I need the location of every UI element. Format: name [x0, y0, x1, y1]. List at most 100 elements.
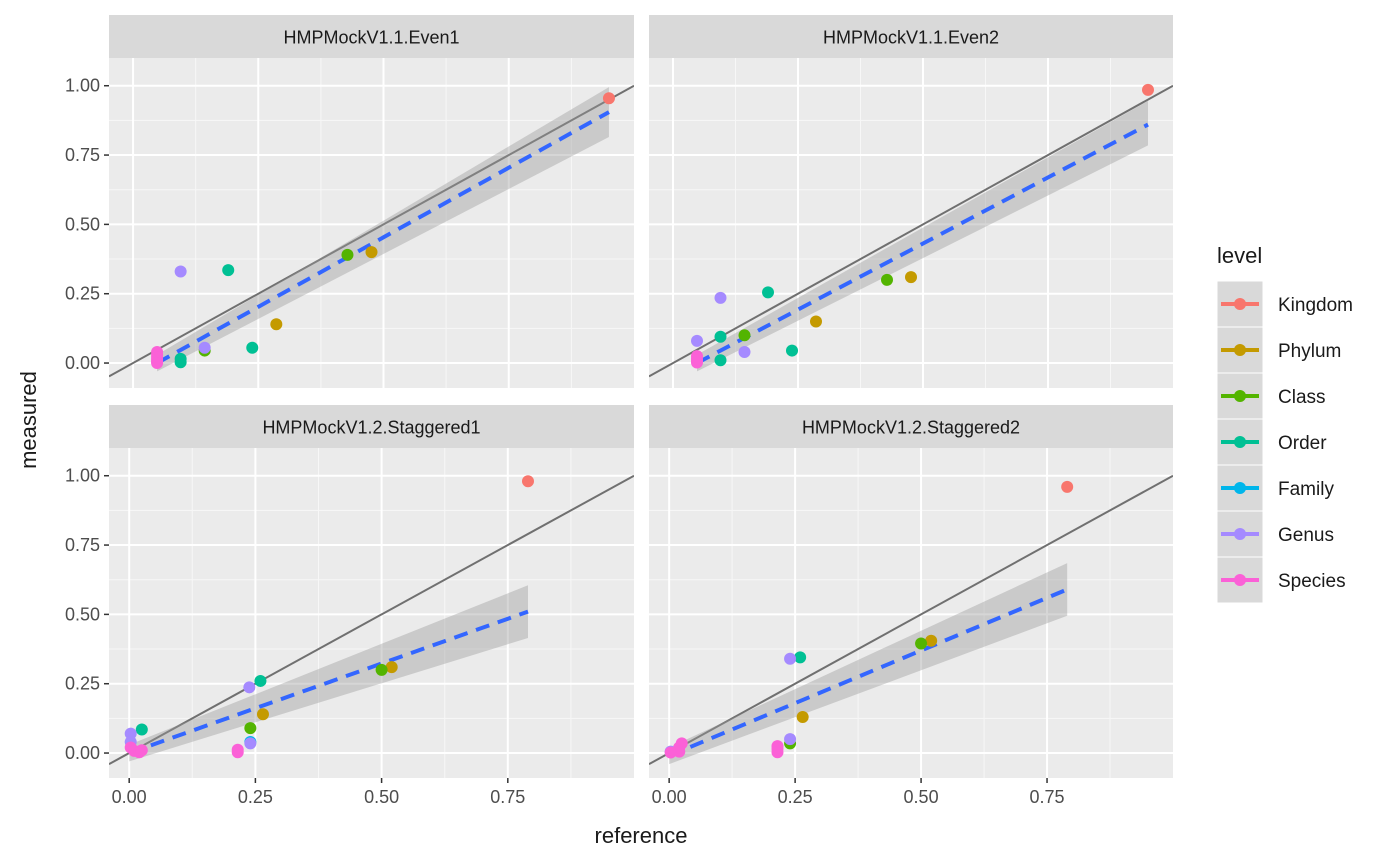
legend-label: Phylum: [1278, 341, 1341, 362]
data-point-class: [341, 248, 354, 261]
fit-line: [156, 110, 610, 365]
panel-background: [649, 448, 1173, 778]
facet-panel: HMPMockV1.1.Even2: [649, 15, 1173, 388]
panels-layer: HMPMockV1.1.Even1 HMPMockV1.1.Even2 HMPMoc…: [109, 15, 1173, 778]
data-point-phylum: [810, 315, 822, 328]
fit-line: [668, 587, 1068, 758]
data-point-genus: [714, 291, 727, 304]
panel-background: [109, 448, 634, 778]
legend-label: Kingdom: [1278, 295, 1353, 316]
gridlines: [109, 448, 634, 778]
x-axis-label: reference: [595, 823, 688, 848]
y-tick-label: 0.75: [65, 535, 100, 555]
data-point-order: [254, 674, 267, 687]
plot-area: [649, 474, 1173, 766]
data-point-class: [244, 722, 257, 735]
legend-entries: Kingdom Phylum Class Order Family Genus Specie…: [1216, 280, 1353, 604]
legend-key-point: [1234, 482, 1246, 494]
data-point-species: [231, 746, 244, 759]
data-point-kingdom: [1142, 83, 1154, 96]
data-point-genus: [784, 733, 797, 746]
data-point-order: [762, 286, 774, 299]
x-tick-label: 0.00: [112, 787, 147, 807]
legend-entry-order: Order: [1216, 418, 1327, 466]
data-point-kingdom: [602, 92, 615, 105]
legend-entry-kingdom: Kingdom: [1216, 280, 1353, 328]
y-tick-label: 1.00: [65, 76, 100, 96]
legend: level Kingdom Phylum Class Order Family Genus…: [1216, 243, 1353, 604]
legend-key-point: [1234, 574, 1246, 586]
y-tick-label: 0.00: [65, 353, 100, 373]
x-tick-label: 0.75: [1030, 787, 1065, 807]
legend-key-point: [1234, 344, 1246, 356]
y-tick-label: 1.00: [65, 466, 100, 486]
legend-label: Order: [1278, 433, 1327, 454]
y-tick-label: 0.25: [65, 674, 100, 694]
data-point-phylum: [256, 708, 269, 721]
legend-key-point: [1234, 390, 1246, 402]
facet-strip: [649, 405, 1173, 448]
data-point-genus: [244, 737, 257, 750]
identity-line: [109, 474, 634, 766]
legend-label: Species: [1278, 571, 1346, 592]
x-tick-label: 0.50: [364, 787, 399, 807]
y-tick-label: 0.25: [65, 284, 100, 304]
confidence-band: [669, 563, 1068, 765]
x-tick-label: 0.00: [652, 787, 687, 807]
legend-entry-phylum: Phylum: [1216, 326, 1341, 374]
data-point-phylum: [925, 634, 938, 647]
data-point-phylum: [365, 246, 378, 259]
data-point-genus: [243, 681, 256, 694]
data-point-genus: [198, 341, 211, 354]
data-point-kingdom: [1061, 480, 1074, 493]
data-point-order: [714, 330, 727, 343]
data-point-genus: [784, 652, 797, 665]
data-point-phylum: [796, 710, 809, 723]
data-point-kingdom: [521, 475, 534, 488]
plot-area: [649, 83, 1173, 378]
data-point-order: [786, 344, 798, 357]
data-point-phylum: [385, 661, 398, 674]
legend-key-point: [1234, 436, 1246, 448]
facet-strip: [109, 15, 634, 58]
facet-title: HMPMockV1.2.Staggered2: [802, 418, 1020, 438]
legend-title: level: [1217, 243, 1262, 268]
data-point-class: [738, 329, 751, 342]
y-tick-label: 0.75: [65, 145, 100, 165]
facet-panel: HMPMockV1.1.Even1: [109, 15, 634, 388]
data-point-species: [771, 746, 784, 759]
x-tick-label: 0.25: [778, 787, 813, 807]
data-point-genus: [738, 345, 751, 358]
gridlines: [649, 58, 1173, 388]
data-point-order: [222, 264, 235, 277]
facet-title: HMPMockV1.2.Staggered1: [262, 418, 480, 438]
data-point-order: [135, 723, 148, 736]
fit-line: [696, 122, 1149, 365]
plot-area: [109, 474, 634, 766]
x-tick-label: 0.25: [238, 787, 273, 807]
confidence-band: [157, 87, 609, 372]
data-point-species: [691, 356, 703, 369]
fit-line: [128, 609, 529, 755]
legend-entry-genus: Genus: [1216, 510, 1334, 558]
y-tick-label: 0.00: [65, 743, 100, 763]
axes-layer: 0.00 0.25 0.50 0.75 1.00 0.00 0.25 0.50 0.75 1.00…: [65, 76, 1065, 807]
legend-key-point: [1234, 298, 1246, 310]
x-tick-label: 0.50: [904, 787, 939, 807]
legend-entry-class: Class: [1216, 372, 1326, 420]
data-point-class: [881, 273, 893, 286]
data-point-species: [135, 744, 148, 757]
data-point-genus: [124, 727, 137, 740]
facet-title: HMPMockV1.1.Even1: [283, 28, 459, 48]
x-tick-label: 0.75: [490, 787, 525, 807]
data-point-genus: [691, 334, 703, 347]
identity-line: [649, 84, 1173, 378]
y-axis-label: measured: [16, 371, 41, 469]
identity-line: [649, 474, 1173, 766]
data-point-species: [151, 357, 164, 370]
data-point-genus: [174, 265, 187, 278]
identity-line: [109, 84, 634, 378]
legend-label: Genus: [1278, 525, 1334, 546]
panel-background: [109, 58, 634, 388]
